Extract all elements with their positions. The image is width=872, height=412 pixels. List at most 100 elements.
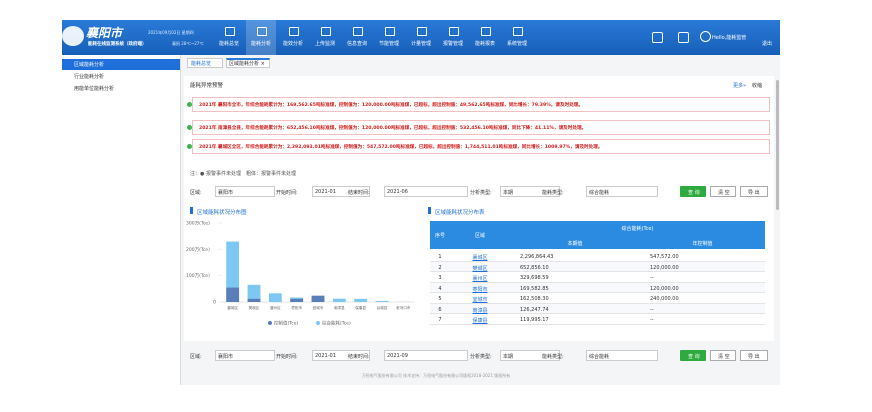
filter-input[interactable] [384, 186, 468, 197]
nav-item[interactable]: 报警管理 [442, 41, 463, 47]
table-head: 序号 [434, 233, 445, 239]
query-button[interactable] [680, 186, 706, 197]
region-link[interactable]: 枣阳市 [472, 286, 488, 293]
filter-input[interactable] [384, 350, 468, 361]
table-cell: 7 [438, 317, 442, 323]
nav-icon[interactable] [385, 27, 395, 36]
alert-dot [187, 125, 192, 130]
filter-value[interactable]: 综合能耗 [589, 190, 610, 196]
filter-input[interactable] [312, 350, 370, 361]
query-label[interactable]: 查 询 [688, 190, 700, 196]
nav-icon[interactable] [225, 27, 235, 36]
nav-icon[interactable] [257, 27, 267, 36]
filter-input[interactable] [586, 350, 658, 361]
bar [226, 287, 240, 302]
bar [226, 241, 240, 302]
region-link[interactable]: 樊城区 [472, 265, 488, 272]
logout[interactable]: 退出 [762, 41, 773, 47]
filter-label: 区域: [190, 354, 202, 360]
nav-active-bg[interactable] [246, 20, 276, 55]
export-label[interactable]: 导 出 [748, 354, 760, 360]
message-icon[interactable] [652, 32, 663, 43]
table-cell: 5 [438, 296, 442, 302]
filter-value[interactable]: 本期 [503, 190, 514, 196]
nav-icon[interactable] [289, 27, 299, 36]
filter-label: 结束时间: [348, 354, 370, 360]
region-link[interactable]: 宜城市 [472, 297, 488, 303]
filter-input[interactable] [215, 350, 275, 361]
bar [332, 298, 346, 302]
nav-icon[interactable] [481, 27, 491, 36]
nav-item[interactable]: 系统管理 [506, 41, 527, 47]
sidebar-active[interactable] [62, 59, 180, 70]
clear-button[interactable] [710, 350, 736, 361]
table-title: 区域能耗状况分布表 [435, 210, 485, 216]
export-button[interactable] [740, 350, 768, 361]
filter-input[interactable] [312, 186, 370, 197]
query-button[interactable] [680, 350, 706, 361]
bar [375, 300, 389, 302]
filter-value[interactable]: 2021-01 [315, 189, 336, 195]
filter-label: 开始时间: [276, 354, 298, 360]
nav-icon[interactable] [449, 27, 459, 36]
filter-input[interactable] [586, 186, 658, 197]
filter-input[interactable] [500, 186, 560, 197]
filter-value[interactable]: 2021-09 [387, 353, 408, 359]
region-link[interactable]: 南漳县 [472, 307, 488, 314]
export-button[interactable] [740, 186, 768, 197]
x-tick-label: 襄城区 [227, 305, 238, 310]
alert-box [192, 139, 770, 154]
filter-value[interactable]: 综合能耗 [589, 354, 610, 360]
tab-label[interactable]: 能耗总览 [191, 61, 212, 67]
filter-label: 能耗类型: [542, 354, 564, 360]
scrollbar[interactable] [776, 80, 779, 210]
user[interactable]: Hello,能耗监管 [712, 35, 747, 41]
table-cell: 169,582.85 [520, 285, 549, 292]
query-label[interactable]: 查 询 [688, 354, 700, 360]
table-cell: -- [650, 275, 654, 281]
alert-text[interactable]: 2021年 襄城区全区，年综合能耗累计为：2,292,093.01吨标准煤，控制… [199, 145, 603, 150]
region-link[interactable]: 襄城区 [472, 255, 488, 261]
alert-text[interactable]: 2021年 南漳县全县，年综合能耗累计为：652,456.10吨标准煤，控制值为… [199, 126, 587, 131]
collapse-link[interactable]: 收缩 [752, 83, 763, 89]
filter-input[interactable] [500, 350, 560, 361]
nav-icon[interactable] [321, 27, 331, 36]
nav-item[interactable]: 能效分析 [282, 41, 303, 47]
clear-label[interactable]: 清 空 [718, 190, 730, 196]
nav-icon[interactable] [513, 27, 523, 36]
filter-value[interactable]: 2021-06 [387, 189, 408, 195]
more-link[interactable]: 更多» [733, 83, 747, 89]
y-tick-label: 300万(Tce) [186, 221, 210, 227]
table-cell: 329,698.59 [520, 275, 549, 281]
subtitle: 能耗在线监测系统（政府端） [88, 42, 147, 47]
filter-input[interactable] [215, 186, 275, 197]
filter-value[interactable]: 2021-01 [315, 353, 336, 359]
sidebar-item[interactable]: 用能单位能耗分析 [74, 86, 115, 92]
alert-text[interactable]: 2021年 襄阳市全市，年综合能耗累计为：169,562.65吨标准煤，控制值为… [199, 103, 583, 108]
nav-item[interactable]: 能耗总览 [218, 41, 239, 47]
section-marker [428, 207, 431, 214]
nav-item[interactable]: 上传监测 [314, 41, 335, 47]
notice-icon[interactable] [678, 32, 689, 43]
nav-item[interactable]: 能耗分析 [250, 41, 271, 47]
region-link[interactable]: 襄州区 [472, 276, 488, 282]
sidebar-item[interactable]: 区域能耗分析 [74, 62, 105, 68]
tab[interactable] [187, 58, 223, 68]
clear-label[interactable]: 清 空 [718, 354, 730, 360]
region-link[interactable]: 保康县 [472, 318, 488, 324]
alert-box [192, 120, 770, 135]
export-label[interactable]: 导 出 [748, 190, 760, 196]
nav-item[interactable]: 能耗报表 [474, 41, 495, 47]
nav-item[interactable]: 节能管理 [378, 41, 399, 47]
filter-value[interactable]: 襄阳市 [218, 190, 234, 196]
clear-button[interactable] [710, 186, 736, 197]
nav-icon[interactable] [353, 27, 363, 36]
filter-value[interactable]: 本期 [503, 354, 514, 360]
sidebar-item[interactable]: 行业能耗分析 [74, 74, 105, 80]
nav-item[interactable]: 计量管理 [410, 41, 431, 47]
nav-icon[interactable] [417, 27, 427, 36]
nav-item[interactable]: 信息查询 [346, 41, 367, 47]
filter-value[interactable]: 襄阳市 [218, 354, 234, 360]
tab-active[interactable] [226, 58, 270, 68]
tab-label[interactable]: 区域能耗分析 × [229, 61, 265, 67]
